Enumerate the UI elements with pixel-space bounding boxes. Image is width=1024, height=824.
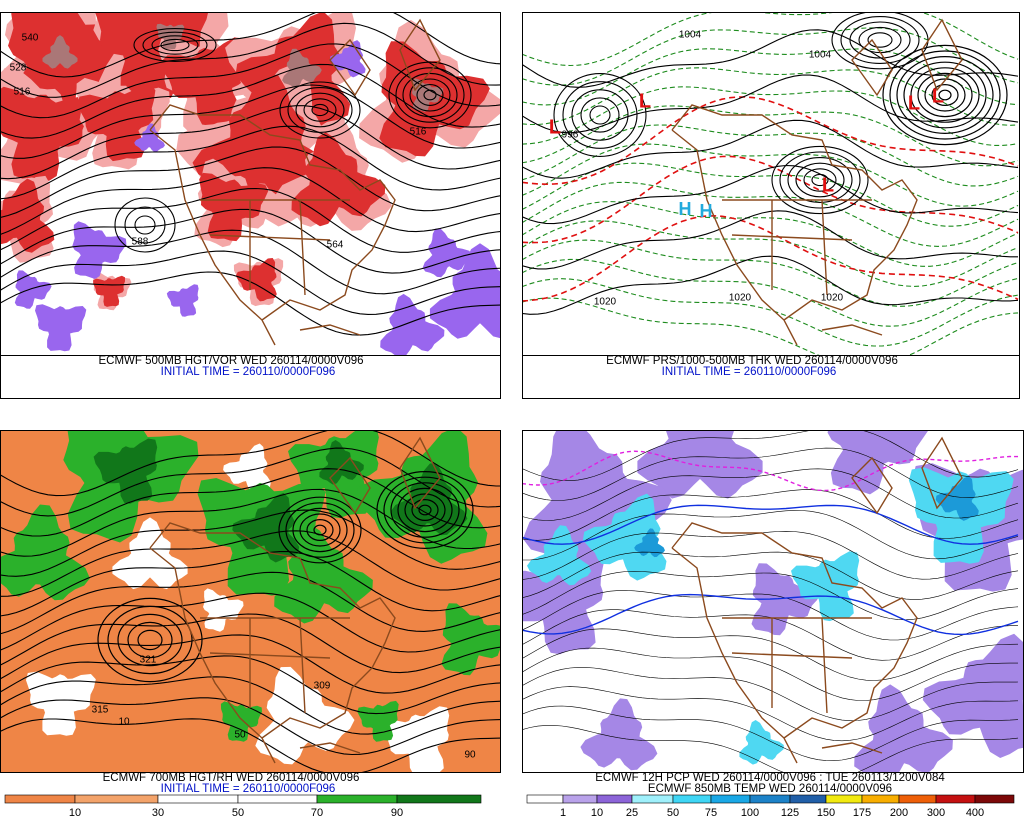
colorbar-label: 100 <box>741 807 759 819</box>
colorbar-segment <box>750 795 790 803</box>
colorbar-label: 200 <box>890 807 908 819</box>
colorbar-segment <box>5 795 75 803</box>
colorbar-label: 125 <box>781 807 799 819</box>
colorbar-label: 10 <box>591 807 603 819</box>
contour-label: 321 <box>140 655 157 666</box>
contour-label: 309 <box>314 681 331 692</box>
low-symbol: L <box>822 174 834 196</box>
colorbar-segment <box>563 795 597 803</box>
contour-label: 564 <box>327 240 344 251</box>
colorbar-label: 10 <box>69 807 81 819</box>
contour-label: 588 <box>132 237 149 248</box>
initial-time: INITIAL TIME = 260110/0000F096 <box>161 783 336 795</box>
contour-label: 1004 <box>679 30 702 41</box>
colorbar-segment <box>711 795 750 803</box>
colorbar-segment <box>862 795 899 803</box>
colorbar: 10 30 50 70 90 <box>5 795 481 819</box>
colorbar-segment <box>826 795 862 803</box>
contour-label: 315 <box>92 705 109 716</box>
colorbar-label: 400 <box>966 807 984 819</box>
colorbar-segment <box>975 795 1014 803</box>
contour-label: 1004 <box>809 50 832 61</box>
map-700mb: 321 309 315 10 50 90 <box>0 398 511 776</box>
colorbar-segment <box>899 795 936 803</box>
low-symbol: L <box>908 92 920 114</box>
colorbar-label: 300 <box>927 807 945 819</box>
colorbar-segment <box>397 795 481 803</box>
initial-time: INITIAL TIME = 260110/0000F096 <box>662 366 837 378</box>
colorbar-label: 50 <box>667 807 679 819</box>
colorbar-label: 90 <box>391 807 403 819</box>
map-500mb: 540 528 516 588 564 516 <box>0 0 530 358</box>
colorbar-label: 1 <box>560 807 566 819</box>
colorbar-label: 70 <box>311 807 323 819</box>
high-symbol: H <box>700 201 713 221</box>
colorbar-segment <box>317 795 397 803</box>
colorbar-segment <box>936 795 975 803</box>
subcaption: ECMWF 850MB TEMP WED 260114/0000V096 <box>648 783 892 795</box>
colorbar-segment <box>75 795 158 803</box>
colorbar-segment <box>790 795 826 803</box>
contour-label: 10 <box>118 717 130 728</box>
low-symbol: L <box>549 116 561 138</box>
contour-label: 516 <box>410 127 427 138</box>
colorbar-label: 150 <box>817 807 835 819</box>
low-symbol: L <box>932 85 944 107</box>
contour-label: 540 <box>22 33 39 44</box>
contour-label: 1020 <box>729 293 752 304</box>
contour-label: 1020 <box>594 297 617 308</box>
colorbar-segment <box>597 795 632 803</box>
colorbar-label: 50 <box>232 807 244 819</box>
colorbar-segment <box>632 795 673 803</box>
initial-time: INITIAL TIME = 260110/0000F096 <box>161 366 336 378</box>
colorbar-label: 175 <box>853 807 871 819</box>
high-symbol: H <box>679 199 692 219</box>
contour-label: 90 <box>464 750 476 761</box>
contour-label: 528 <box>10 63 27 74</box>
contour-label: 516 <box>14 87 31 98</box>
contour-label: 1020 <box>821 293 844 304</box>
colorbar-segment <box>238 795 317 803</box>
contour-label: 996 <box>562 130 579 141</box>
colorbar-segment <box>527 795 563 803</box>
colorbar-segment <box>158 795 238 803</box>
map-precip <box>502 379 1024 784</box>
colorbar-segment <box>673 795 711 803</box>
colorbar-label: 30 <box>152 807 164 819</box>
colorbar-label: 25 <box>626 807 638 819</box>
low-symbol: L <box>639 90 651 112</box>
colorbar-label: 75 <box>705 807 717 819</box>
contour-label: 50 <box>234 730 246 741</box>
colorbar: 1 10 25 50 75 100 125 150 175 200 300 400 <box>527 795 1014 819</box>
